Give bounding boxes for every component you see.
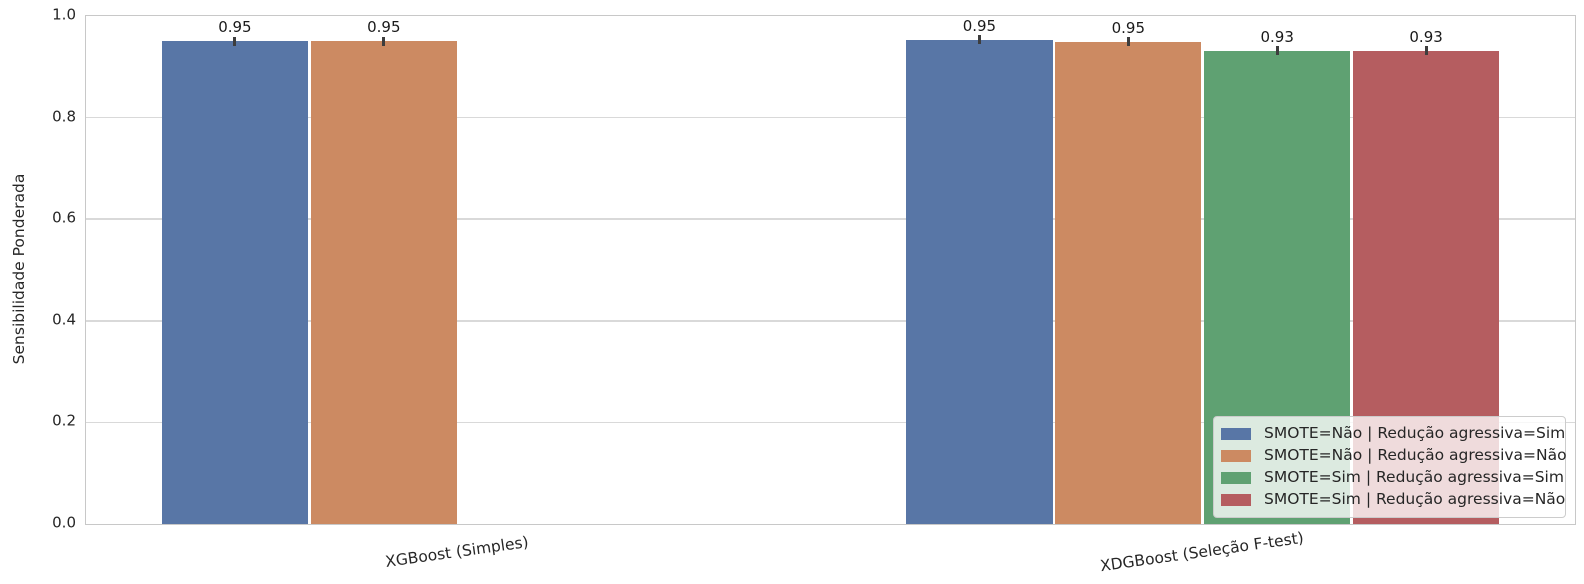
y-tick-label: 0.6 <box>52 208 76 227</box>
legend-item: SMOTE=Sim | Redução agressiva=Não <box>1221 489 1565 511</box>
error-bar <box>1424 46 1428 56</box>
legend-swatch <box>1221 450 1251 462</box>
bar-value-label: 0.93 <box>1260 27 1294 46</box>
legend-label: SMOTE=Não | Redução agressiva=Sim <box>1264 424 1566 443</box>
bar <box>161 41 309 524</box>
error-bar <box>382 36 386 46</box>
plot-area: 0.95 0.95 0.95 0.95 0.93 0.93 <box>85 15 1576 525</box>
legend-label: SMOTE=Sim | Redução agressiva=Não <box>1264 490 1566 509</box>
y-tick-label: 0.0 <box>52 513 76 532</box>
grid-line <box>86 421 1575 424</box>
legend-item: SMOTE=Sim | Redução agressiva=Sim <box>1221 467 1564 489</box>
bar-value-label: 0.95 <box>962 16 997 35</box>
bar <box>906 39 1053 524</box>
legend-item: SMOTE=Não | Redução agressiva=Sim <box>1221 423 1565 445</box>
grid-line <box>86 116 1575 119</box>
y-tick-label: 0.2 <box>52 411 76 430</box>
grid-line <box>86 320 1575 322</box>
x-tick-label: XGBoost (Simples) <box>384 533 530 571</box>
error-bar <box>1126 37 1130 47</box>
legend-swatch <box>1221 494 1251 506</box>
bar-value-label: 0.93 <box>1409 27 1443 46</box>
legend-swatch <box>1221 428 1251 440</box>
legend-label: SMOTE=Não | Redução agressiva=Não <box>1264 446 1567 465</box>
grid-line <box>86 218 1575 220</box>
legend: SMOTE=Não | Redução agressiva=Sim SMOTE=N… <box>1213 416 1567 518</box>
y-tick-label: 1.0 <box>52 5 76 24</box>
bar-value-label: 0.95 <box>367 18 401 37</box>
error-bar <box>233 36 237 46</box>
x-tick-label: XDGBoost (Seleção F-test) <box>1098 528 1305 576</box>
legend-swatch <box>1221 472 1251 484</box>
error-bar <box>1275 46 1279 56</box>
bar <box>310 41 457 524</box>
error-bar <box>977 35 981 45</box>
y-axis-label: Sensibilidade Ponderada <box>10 173 28 365</box>
legend-item: SMOTE=Não | Redução agressiva=Não <box>1221 445 1567 467</box>
bar-value-label: 0.95 <box>218 18 252 37</box>
y-tick-label: 0.4 <box>52 310 76 329</box>
y-tick-label: 0.8 <box>52 107 76 126</box>
bar <box>1055 41 1202 524</box>
bar-value-label: 0.95 <box>1111 18 1145 37</box>
legend-label: SMOTE=Sim | Redução agressiva=Sim <box>1264 468 1564 487</box>
